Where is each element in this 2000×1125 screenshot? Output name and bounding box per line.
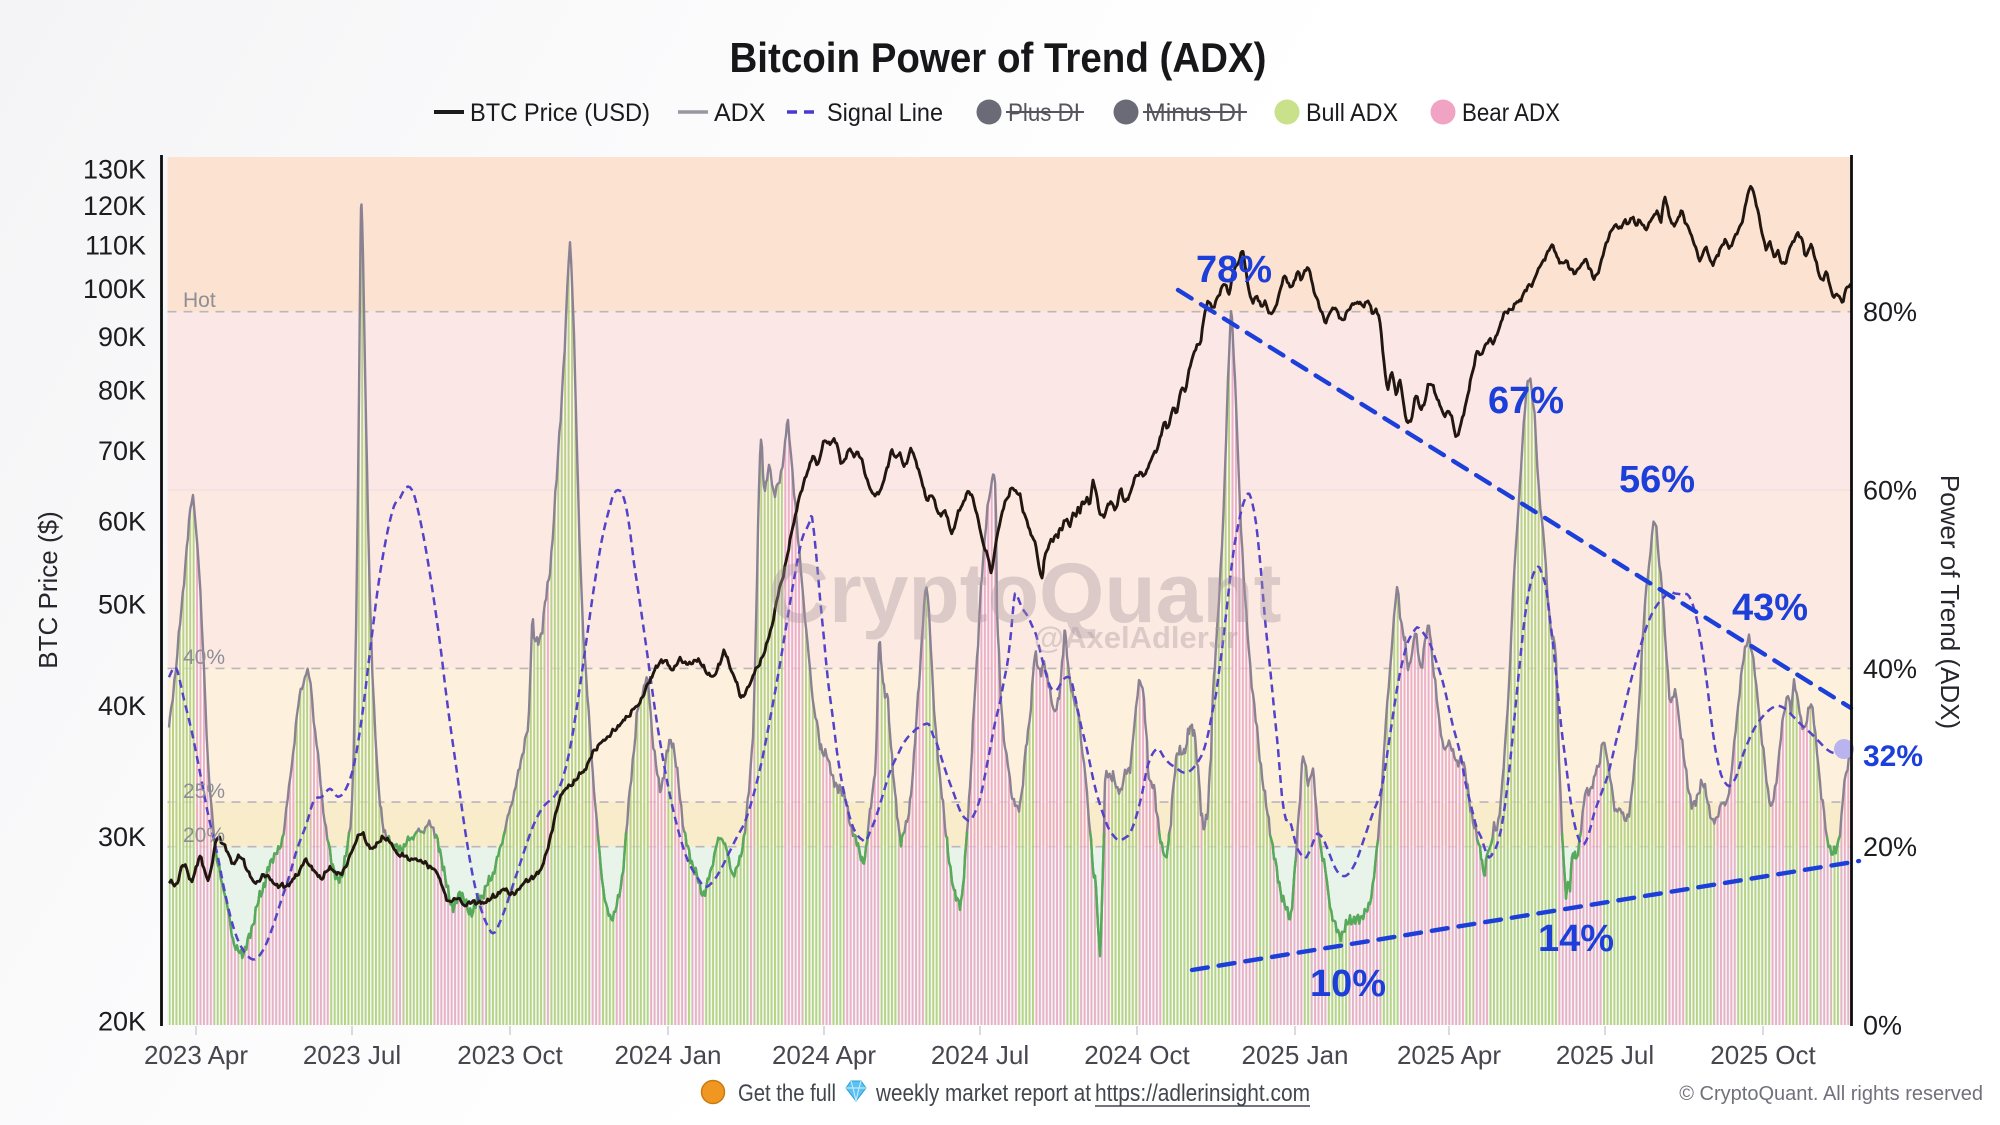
svg-text:Bitcoin Power of Trend (ADX): Bitcoin Power of Trend (ADX): [730, 34, 1267, 81]
svg-text:2025 Oct: 2025 Oct: [1710, 1040, 1816, 1070]
svg-text:© CryptoQuant. All rights rese: © CryptoQuant. All rights reserved: [1679, 1083, 1983, 1105]
svg-text:Hot: Hot: [183, 289, 216, 312]
svg-text:40K: 40K: [98, 691, 146, 721]
svg-text:2025 Jan: 2025 Jan: [1242, 1040, 1349, 1070]
svg-text:BTC Price (USD): BTC Price (USD): [470, 99, 650, 127]
svg-text:78%: 78%: [1196, 249, 1272, 291]
svg-text:2024 Oct: 2024 Oct: [1084, 1040, 1190, 1070]
svg-text:80%: 80%: [1863, 297, 1917, 327]
svg-text:25%: 25%: [183, 780, 225, 803]
svg-text:0%: 0%: [1863, 1011, 1902, 1041]
svg-text:2023 Apr: 2023 Apr: [144, 1040, 248, 1070]
svg-text:2024 Apr: 2024 Apr: [772, 1040, 876, 1070]
svg-text:110K: 110K: [85, 231, 146, 261]
svg-text:90K: 90K: [98, 322, 146, 352]
svg-text:67%: 67%: [1488, 380, 1564, 422]
svg-text:60K: 60K: [98, 506, 146, 536]
svg-text:130K: 130K: [83, 155, 146, 185]
svg-text:20%: 20%: [1863, 832, 1917, 862]
svg-text:70K: 70K: [98, 436, 146, 466]
svg-text:20%: 20%: [183, 824, 225, 847]
svg-text:Power of Trend (ADX): Power of Trend (ADX): [1935, 475, 1965, 729]
svg-text:Signal Line: Signal Line: [827, 99, 943, 127]
svg-text:120K: 120K: [83, 191, 146, 221]
svg-text:14%: 14%: [1538, 918, 1614, 960]
svg-text:10%: 10%: [1310, 963, 1386, 1005]
svg-text:60%: 60%: [1863, 476, 1917, 506]
svg-text:BTC Price ($): BTC Price ($): [33, 511, 63, 668]
svg-text:2025 Jul: 2025 Jul: [1556, 1040, 1654, 1070]
svg-text:ADX: ADX: [714, 99, 766, 127]
svg-text:20K: 20K: [98, 1006, 146, 1036]
svg-text:100K: 100K: [83, 274, 146, 304]
svg-text:40%: 40%: [183, 646, 225, 669]
svg-text:Bull ADX: Bull ADX: [1306, 99, 1398, 127]
svg-text:43%: 43%: [1732, 587, 1808, 629]
svg-text:2023 Oct: 2023 Oct: [457, 1040, 563, 1070]
svg-text:Get the full: Get the full: [738, 1080, 836, 1107]
svg-text:40%: 40%: [1863, 654, 1917, 684]
svg-text:2023 Jul: 2023 Jul: [303, 1040, 401, 1070]
svg-text:2025 Apr: 2025 Apr: [1397, 1040, 1501, 1070]
svg-text:Bear ADX: Bear ADX: [1462, 99, 1560, 127]
svg-text:50K: 50K: [98, 589, 146, 619]
svg-text:56%: 56%: [1619, 459, 1695, 501]
svg-text:30K: 30K: [98, 822, 146, 852]
svg-text:@AxelAdlerJr: @AxelAdlerJr: [1034, 620, 1238, 655]
svg-text:weekly market report at: weekly market report at: [875, 1080, 1091, 1107]
svg-text:2024 Jan: 2024 Jan: [615, 1040, 722, 1070]
svg-text:https://adlerinsight.com: https://adlerinsight.com: [1095, 1080, 1310, 1107]
svg-text:2024 Jul: 2024 Jul: [931, 1040, 1029, 1070]
svg-text:CryptoQuant: CryptoQuant: [768, 546, 1281, 640]
svg-text:80K: 80K: [98, 376, 146, 406]
svg-text:32%: 32%: [1863, 740, 1923, 773]
